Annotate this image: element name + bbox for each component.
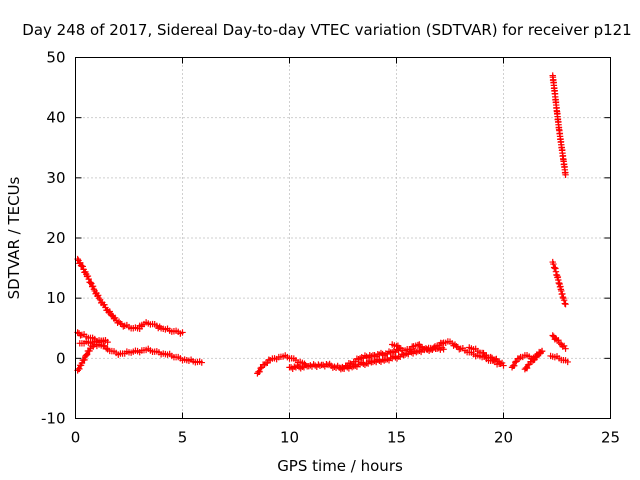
x-tick-label: 25 [601, 429, 620, 447]
series-arc-3 [74, 341, 205, 374]
data-point-fill [511, 362, 518, 369]
data-point [525, 361, 533, 368]
chart-title: Day 248 of 2017, Sidereal Day-to-day VTE… [22, 21, 631, 39]
data-points [74, 72, 571, 377]
data-point-fill [450, 342, 457, 349]
series-arc-1 [74, 255, 146, 332]
data-point [564, 358, 571, 366]
data-point-fill [102, 345, 110, 352]
data-point-fill [256, 368, 263, 375]
data-point [500, 362, 507, 369]
data-point [117, 320, 124, 327]
data-point [440, 346, 447, 353]
data-point-fill [512, 358, 519, 366]
x-tick-label: 5 [178, 429, 188, 447]
data-point [102, 337, 109, 344]
y-tick-label: 30 [46, 169, 65, 187]
y-tick-label: 10 [46, 289, 65, 307]
x-axis-label: GPS time / hours [277, 457, 403, 475]
data-point-fill [523, 364, 531, 372]
data-point [562, 300, 569, 308]
series-arc-16 [547, 352, 571, 366]
y-tick-label: 20 [46, 229, 65, 247]
data-point-fill [560, 342, 568, 350]
y-tick-label: 50 [46, 49, 65, 67]
series-arc-2 [136, 319, 186, 337]
data-point [198, 359, 205, 366]
series-arc-9 [389, 338, 503, 368]
data-point [258, 364, 265, 371]
data-point-fill [407, 346, 414, 353]
data-point [562, 345, 569, 352]
data-point [562, 171, 569, 179]
data-point-fill [94, 292, 102, 299]
series-arc-12 [521, 347, 546, 373]
data-point-fill [515, 355, 523, 362]
data-point-fill [561, 300, 569, 307]
data-point-fill [417, 343, 424, 350]
series-arc-13 [549, 72, 569, 179]
data-point [487, 353, 494, 361]
data-point-fill [438, 340, 446, 347]
data-point [179, 329, 186, 336]
y-axis-label: SDTVAR / TECUs [5, 176, 23, 299]
data-point-fill [89, 282, 97, 290]
x-tick-label: 20 [494, 429, 513, 447]
data-point [453, 343, 460, 350]
data-point-fill [76, 365, 83, 373]
series-arc-15 [549, 332, 569, 352]
series-arc-14 [549, 258, 569, 308]
x-tick-label: 10 [280, 429, 299, 447]
data-point-fill [556, 339, 564, 347]
data-point-fill [84, 272, 92, 280]
series-arc-5 [76, 337, 109, 347]
data-point [538, 347, 546, 355]
x-tick-label: 0 [71, 429, 81, 447]
data-point [549, 332, 556, 339]
data-point-fill [114, 319, 121, 327]
data-point-fill [79, 263, 86, 270]
data-point-fill [560, 296, 568, 304]
data-point [83, 352, 90, 359]
data-point-fill [101, 301, 108, 308]
data-point-fill [86, 347, 93, 355]
data-point-fill [550, 264, 558, 271]
data-point-fill [156, 323, 163, 330]
data-point-fill [83, 351, 91, 358]
y-tick-label: 0 [56, 349, 66, 367]
x-tick-label: 15 [387, 429, 406, 447]
data-point-fill [81, 356, 88, 364]
series-arc-6 [254, 352, 308, 377]
data-point-fill [396, 344, 403, 352]
series-arc-10 [466, 344, 507, 369]
y-tick-label: 40 [46, 109, 65, 127]
data-point-fill [533, 353, 540, 360]
data-point-fill [257, 364, 264, 372]
data-point-fill [555, 337, 562, 344]
data-point [87, 279, 94, 286]
data-point-fill [85, 275, 92, 283]
y-tick-label: -10 [41, 410, 66, 428]
axis-ticks: 0 5 10 15 20 25 -10 0 10 20 30 40 50 [41, 49, 620, 447]
data-point-fill [550, 260, 557, 268]
data-point-fill [77, 259, 84, 266]
data-point [513, 358, 520, 365]
data-point-fill [106, 308, 113, 315]
